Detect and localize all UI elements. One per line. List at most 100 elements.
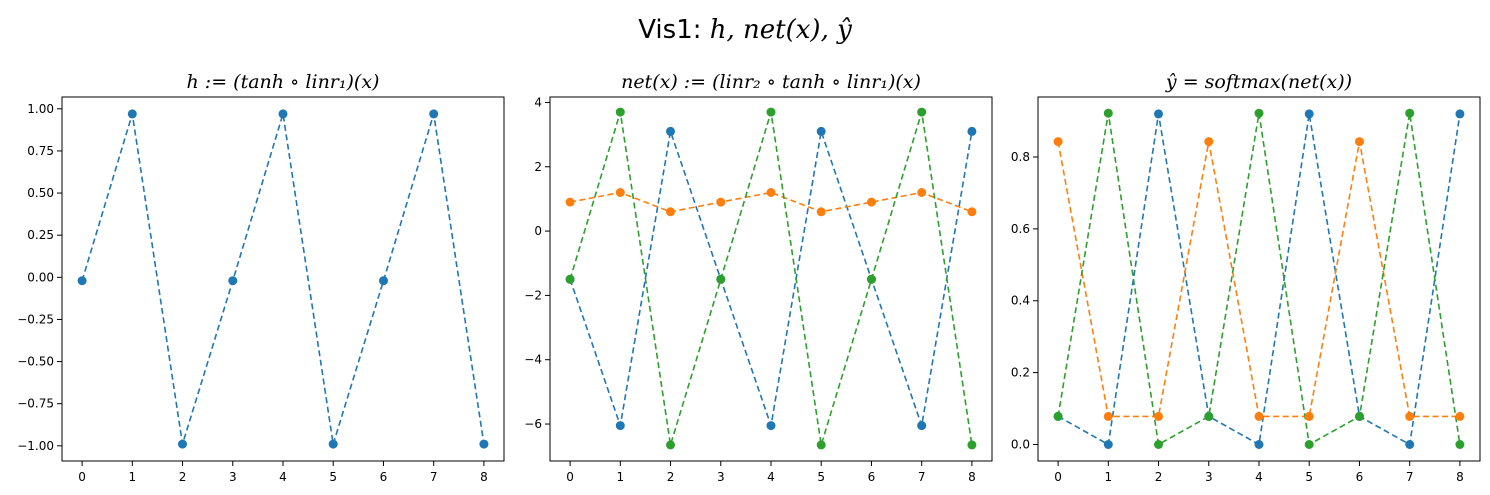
data-point — [479, 439, 489, 449]
y-tick-label: 0.8 — [1011, 150, 1030, 164]
data-point — [1405, 108, 1415, 118]
data-point — [1154, 440, 1163, 449]
series-line — [1057, 113, 1461, 446]
data-point — [615, 188, 625, 197]
data-point — [666, 207, 675, 217]
data-point — [867, 197, 876, 207]
data-point — [228, 276, 238, 286]
x-tick-label: 0 — [1054, 470, 1062, 484]
data-point — [1304, 440, 1314, 449]
data-point — [1405, 411, 1415, 421]
y-tick-label: 2 — [534, 160, 542, 174]
data-point — [429, 109, 439, 119]
data-point — [328, 439, 338, 449]
y-tick-label: 0.25 — [27, 228, 54, 242]
data-point — [716, 274, 726, 284]
suptitle-prefix: Vis1: — [638, 15, 710, 45]
x-tick-label: 6 — [1356, 470, 1364, 484]
subplot-title: ŷ = softmax(net(x)) — [1165, 71, 1352, 93]
y-tick-label: 0.75 — [27, 144, 54, 158]
data-point — [615, 421, 625, 431]
subplot-softmax-output: ŷ = softmax(net(x)) 0 1 2 3 4 5 6 7 8 0.0 0.2 0.4 0.… — [1011, 71, 1481, 484]
data-point — [1455, 109, 1465, 119]
x-tick-label: 5 — [1305, 470, 1313, 484]
data-point — [917, 421, 927, 431]
data-point — [816, 440, 826, 450]
data-point — [1154, 109, 1163, 119]
data-point — [967, 207, 977, 217]
x-tick-label: 1 — [616, 470, 624, 484]
data-point — [1405, 440, 1415, 449]
y-tick-label: 0.50 — [27, 186, 54, 200]
data-point — [565, 274, 575, 284]
x-tick-label: 6 — [380, 470, 388, 484]
subplot-title: h := (tanh ∘ linr₁)(x) — [187, 71, 380, 93]
x-tick-label: 8 — [1456, 470, 1464, 484]
data-point — [816, 207, 826, 217]
data-point — [127, 109, 137, 119]
y-tick-label: 1.00 — [27, 102, 54, 116]
x-tick-label: 4 — [279, 470, 287, 484]
data-point — [77, 276, 87, 286]
subplot-network-output: net(x) := (linr₂ ∘ tanh ∘ linr₁)(x) 0 1 2 3… — [524, 71, 993, 484]
data-point — [967, 440, 977, 450]
data-point — [1455, 440, 1465, 449]
y-tick-label: 0.6 — [1011, 222, 1030, 236]
x-tick-label: 7 — [918, 470, 926, 484]
y-tick-label: 0 — [534, 224, 542, 238]
y-tick-label: −4 — [524, 353, 542, 367]
x-tick-label: 5 — [817, 470, 825, 484]
y-tick-label: 4 — [534, 95, 542, 109]
y-tick-label: 0.4 — [1011, 294, 1030, 308]
data-point — [917, 188, 927, 197]
x-tick-label: 1 — [128, 470, 136, 484]
data-point — [766, 421, 776, 431]
x-tick-label: 1 — [1104, 470, 1112, 484]
y-tick-label: 0.2 — [1011, 366, 1030, 380]
data-point — [967, 126, 977, 136]
subplot-title: net(x) := (linr₂ ∘ tanh ∘ linr₁)(x) — [621, 71, 921, 93]
data-point — [1254, 440, 1264, 449]
x-tick-label: 7 — [1406, 470, 1414, 484]
data-point — [1103, 411, 1113, 421]
axes-frame — [1037, 96, 1481, 462]
series-line — [1057, 113, 1461, 446]
data-point — [1254, 411, 1264, 421]
data-point — [917, 107, 927, 117]
x-tick-label: 3 — [717, 470, 725, 484]
data-point — [615, 107, 625, 117]
data-point — [666, 126, 675, 136]
x-tick-label: 2 — [179, 470, 187, 484]
data-point — [1355, 137, 1364, 147]
axes-frame — [61, 96, 505, 462]
data-point — [1204, 411, 1214, 421]
data-point — [178, 439, 187, 449]
y-tick-label: −1.00 — [17, 439, 54, 453]
x-tick-label: 7 — [430, 470, 438, 484]
y-tick-label: 0.00 — [27, 270, 54, 284]
figure-suptitle: Vis1: h, net(x), ŷ — [638, 15, 852, 45]
data-point — [1204, 137, 1214, 147]
x-tick-label: 5 — [329, 470, 337, 484]
data-point — [278, 109, 288, 119]
data-point — [1053, 411, 1063, 421]
series-line — [81, 113, 485, 445]
data-point — [666, 440, 675, 450]
x-tick-label: 3 — [1205, 470, 1213, 484]
suptitle-math: h, net(x), ŷ — [710, 15, 852, 45]
x-tick-label: 2 — [1155, 470, 1163, 484]
y-tick-label: −2 — [524, 288, 542, 302]
x-tick-label: 4 — [1255, 470, 1263, 484]
x-tick-label: 4 — [767, 470, 775, 484]
data-point — [1355, 411, 1364, 421]
data-point — [1304, 411, 1314, 421]
x-tick-label: 0 — [78, 470, 86, 484]
data-point — [766, 107, 776, 117]
data-point — [716, 197, 726, 207]
data-point — [1455, 411, 1465, 421]
x-tick-label: 2 — [667, 470, 675, 484]
y-tick-label: 0.0 — [1011, 437, 1030, 451]
data-point — [1254, 108, 1264, 118]
data-point — [816, 126, 826, 136]
